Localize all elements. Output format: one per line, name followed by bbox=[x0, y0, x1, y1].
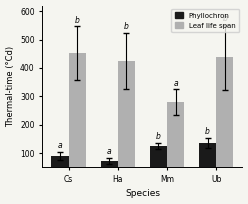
Bar bbox=[150, 146, 167, 181]
Text: b: b bbox=[124, 22, 129, 31]
Legend: Phyllochron, Leaf life span: Phyllochron, Leaf life span bbox=[171, 9, 239, 32]
Bar bbox=[52, 156, 69, 181]
X-axis label: Species: Species bbox=[125, 190, 160, 198]
Y-axis label: Thermal-time (°Cd): Thermal-time (°Cd) bbox=[5, 46, 15, 127]
Text: a: a bbox=[58, 141, 62, 150]
Bar bbox=[167, 102, 184, 181]
Bar bbox=[216, 58, 233, 181]
Text: b: b bbox=[205, 127, 210, 136]
Text: a: a bbox=[107, 147, 112, 156]
Text: b: b bbox=[222, 14, 227, 23]
Text: b: b bbox=[156, 132, 161, 141]
Text: b: b bbox=[75, 16, 80, 24]
Text: a: a bbox=[173, 79, 178, 88]
Bar bbox=[118, 61, 135, 181]
Bar bbox=[69, 53, 86, 181]
Bar bbox=[101, 161, 118, 181]
Bar bbox=[199, 143, 216, 181]
